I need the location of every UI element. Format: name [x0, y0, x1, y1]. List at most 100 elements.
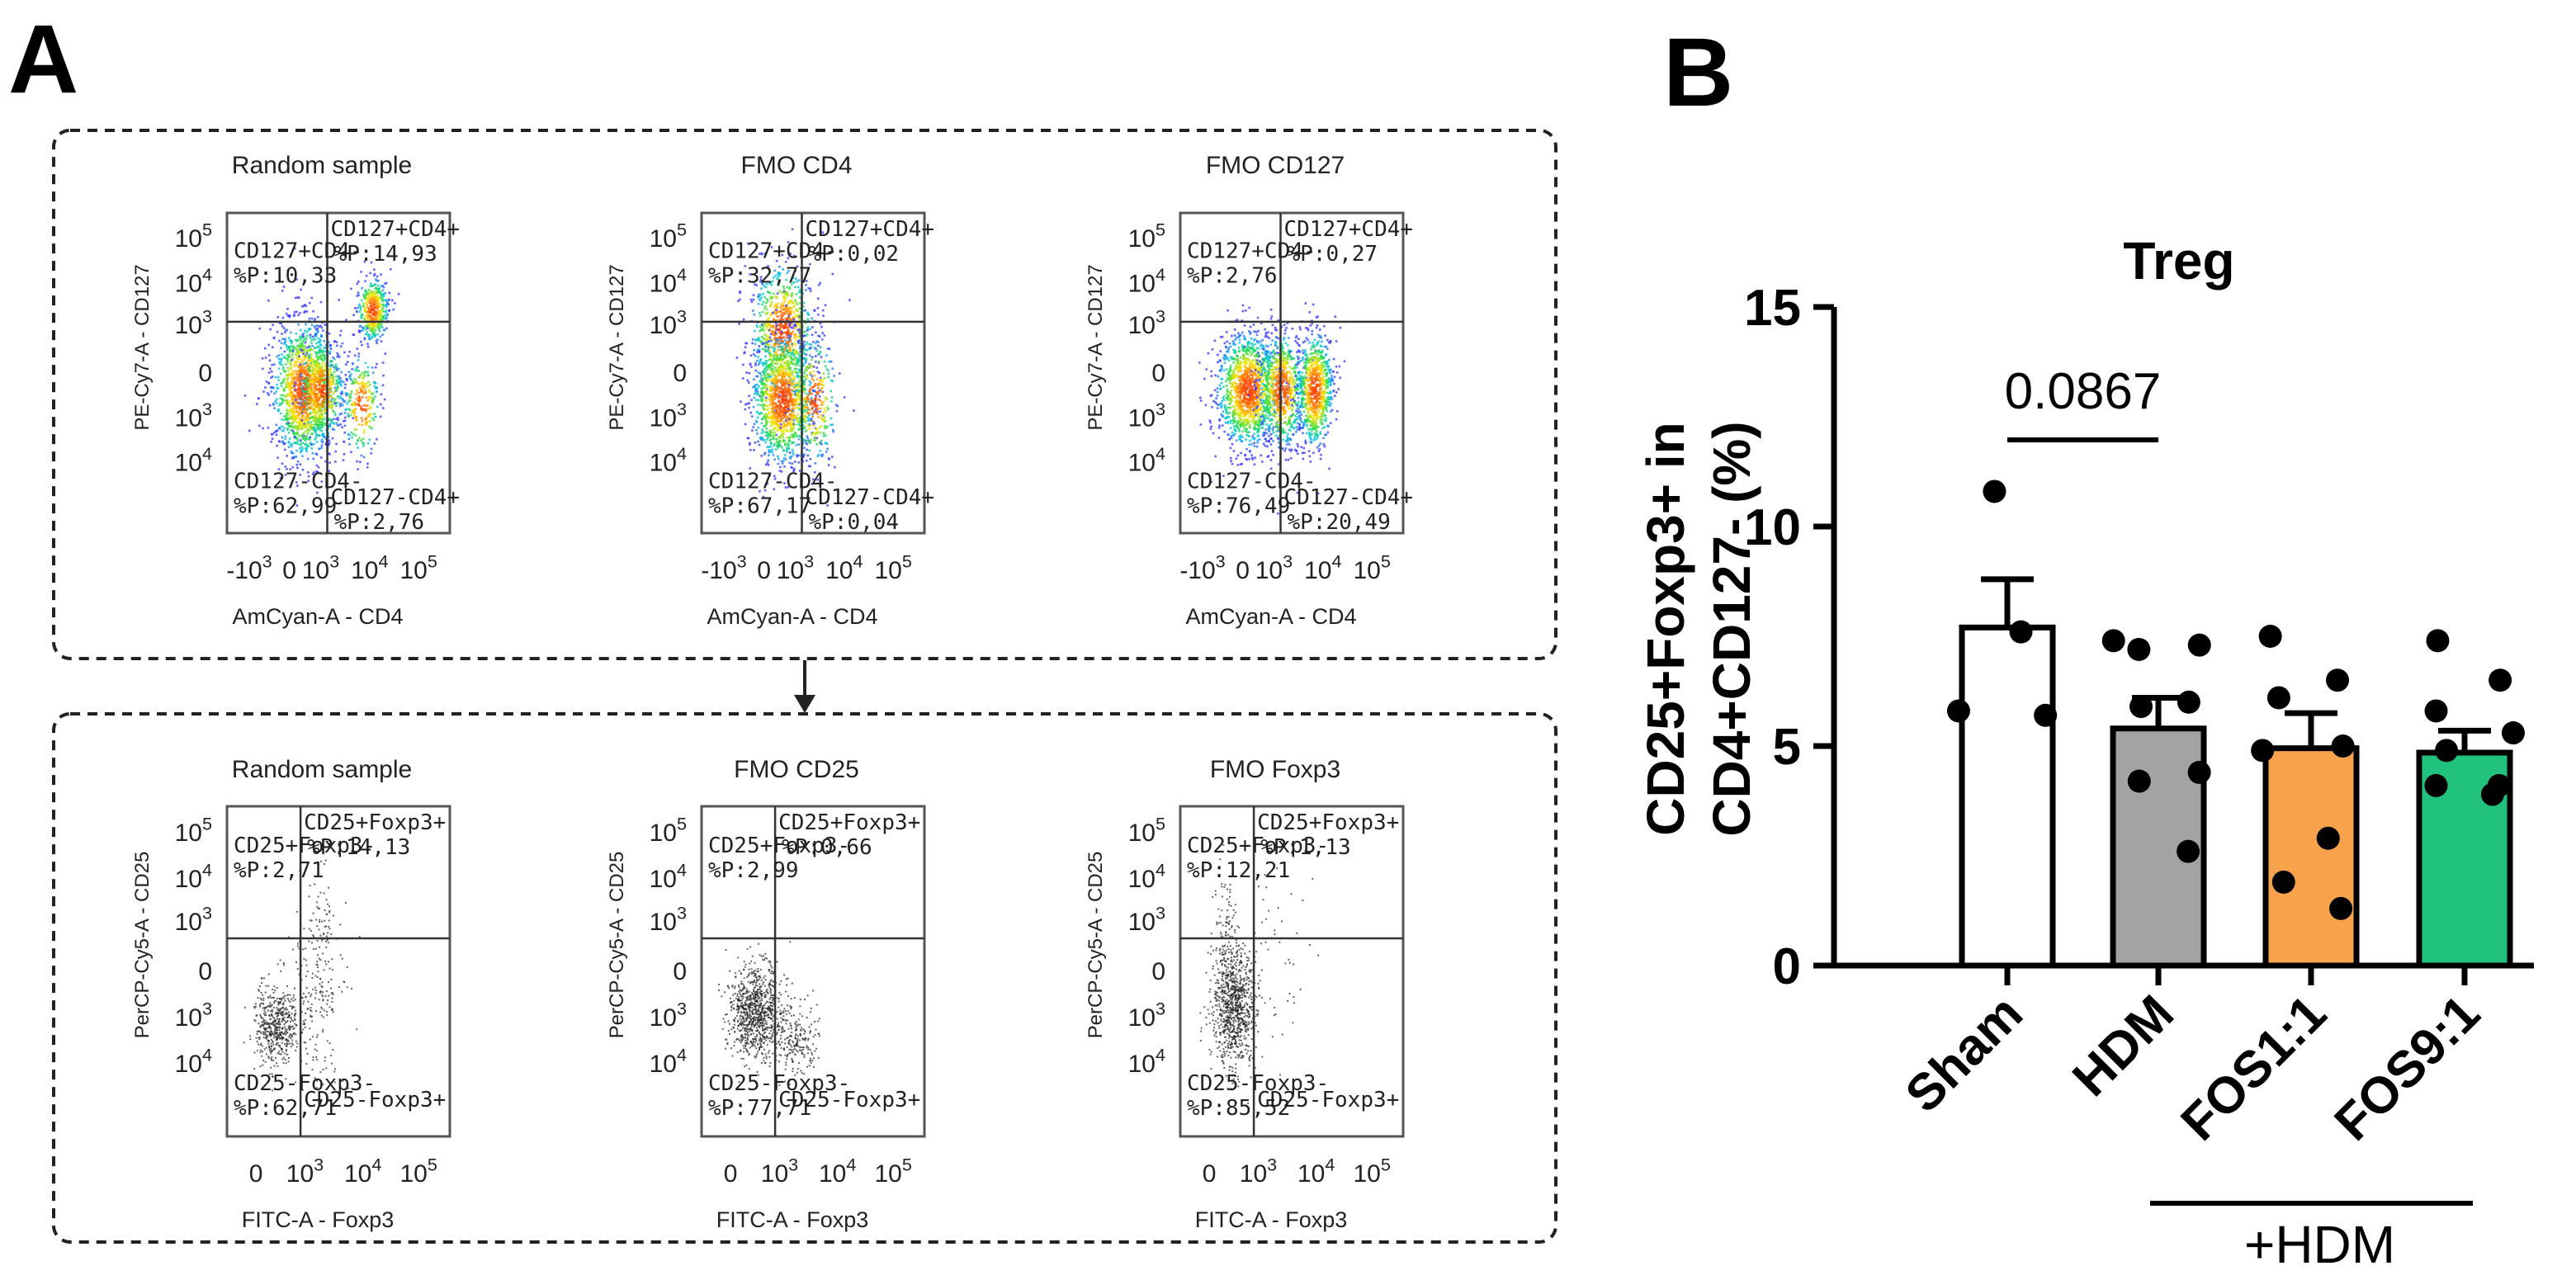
event-dot [794, 415, 797, 418]
event-dot [820, 390, 823, 393]
event-dot [806, 412, 809, 414]
event-dot [316, 427, 319, 430]
event-dot [256, 403, 258, 405]
event-dot [301, 340, 305, 342]
event-dot [790, 455, 793, 458]
event-dot [306, 390, 309, 393]
event-dot [357, 352, 361, 355]
event-dot [314, 388, 317, 390]
quadrant-lr-label: CD127-CD4+ [806, 485, 935, 510]
event-dot [310, 353, 313, 356]
panel-a-letter: A [8, 5, 78, 114]
event-dot [753, 378, 755, 380]
event-dot [291, 410, 294, 413]
event-dot [769, 400, 773, 404]
event-dot [327, 388, 330, 390]
event-dot [803, 453, 806, 456]
event-dot [328, 425, 330, 427]
event-dot [784, 419, 787, 422]
event-dot [277, 427, 281, 429]
event-dot [314, 417, 317, 420]
event-dot [286, 409, 288, 412]
event-dot [311, 345, 314, 347]
event-dot [374, 283, 376, 286]
event-dot [330, 382, 333, 385]
event-dot [281, 366, 285, 369]
event-dot [300, 385, 304, 388]
event-dot [821, 332, 825, 334]
event-dot [797, 423, 801, 426]
event-dot [824, 304, 827, 307]
event-dot [777, 302, 779, 305]
event-dot [758, 345, 761, 347]
event-dot [352, 401, 356, 404]
event-dot [333, 367, 337, 371]
event-dot [270, 370, 273, 373]
event-dot [831, 380, 834, 382]
event-dot [812, 403, 815, 405]
event-dot [756, 339, 759, 342]
event-dot [810, 403, 813, 405]
event-dot [779, 369, 782, 372]
event-dot [819, 281, 822, 285]
event-dot [777, 370, 779, 373]
event-dot [305, 399, 309, 402]
event-dot [274, 375, 277, 379]
event-dot [764, 377, 768, 380]
event-dot [288, 381, 291, 385]
event-dot [311, 428, 314, 431]
event-dot [784, 412, 787, 414]
event-dot [285, 423, 288, 425]
event-dot [300, 419, 304, 422]
event-dot [336, 401, 339, 404]
event-dot [293, 347, 296, 350]
event-dot [366, 408, 370, 410]
event-dot [805, 343, 807, 346]
event-dot [321, 387, 324, 390]
event-dot [298, 391, 301, 394]
event-dot [783, 326, 787, 329]
event-dot [299, 451, 302, 454]
event-dot [347, 355, 350, 357]
event-dot [316, 330, 319, 333]
event-dot [791, 385, 794, 387]
event-dot [291, 456, 295, 459]
event-dot [328, 352, 331, 354]
event-dot [298, 434, 300, 437]
event-dot [798, 427, 801, 431]
event-dot [310, 394, 314, 397]
event-dot [795, 350, 798, 353]
event-dot [838, 372, 841, 375]
event-dot [358, 382, 361, 385]
event-dot [312, 309, 314, 313]
event-dot [289, 339, 291, 342]
event-dot [268, 359, 272, 361]
event-dot [376, 279, 378, 282]
event-dot [324, 385, 327, 388]
event-dot [790, 424, 792, 427]
event-dot [291, 429, 295, 432]
event-dot [305, 434, 309, 437]
event-dot [747, 381, 750, 384]
event-dot [376, 306, 379, 309]
event-dot [759, 299, 762, 301]
event-dot [309, 436, 311, 439]
event-dot [755, 375, 758, 378]
event-dot [368, 420, 371, 423]
event-dot [296, 364, 300, 367]
event-dot [820, 404, 824, 406]
event-dot [314, 432, 317, 435]
event-dot [848, 299, 851, 301]
event-dot [338, 375, 340, 378]
event-dot [302, 352, 305, 355]
event-dot [338, 397, 342, 400]
event-dot [300, 423, 304, 426]
event-dot [322, 356, 325, 359]
event-dot [288, 373, 291, 375]
event-dot [301, 468, 305, 471]
event-dot [284, 385, 287, 388]
event-dot [308, 355, 310, 358]
event-dot [291, 372, 293, 375]
event-dot [314, 366, 316, 369]
event-dot [824, 424, 826, 427]
